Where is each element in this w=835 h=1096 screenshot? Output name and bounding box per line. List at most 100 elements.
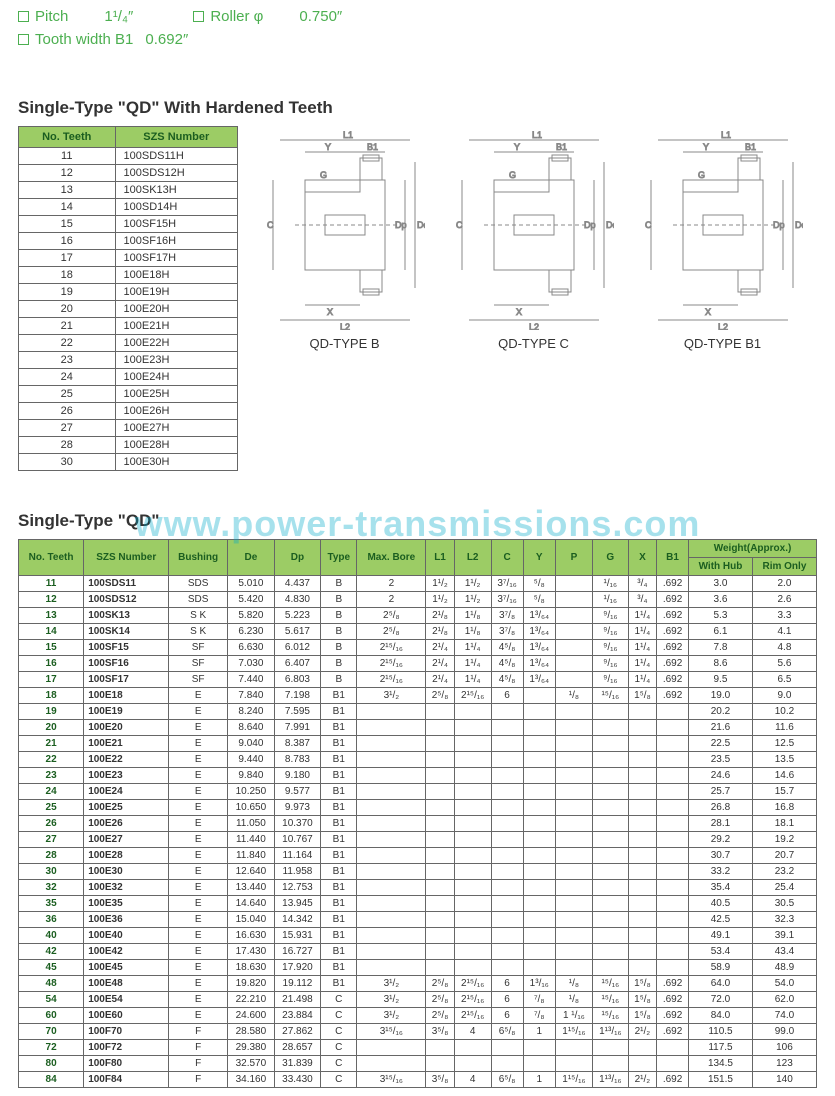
table-header: Weight(Approx.) [689, 540, 817, 558]
table-cell: E [169, 944, 228, 960]
table-cell: 4 [454, 1024, 491, 1040]
table-cell: 100SF15 [84, 640, 169, 656]
table-cell [628, 864, 656, 880]
table-cell [357, 784, 426, 800]
svg-text:Y: Y [703, 142, 709, 152]
table-row: 60100E60E24.60023.884C3¹/₂2⁵/₈2¹⁵/₁₆6⁷/₈… [19, 1008, 817, 1024]
table-row: 16100SF16SF7.0306.407B2¹⁵/₁₆2¹/₄1¹/₄4⁵/₈… [19, 656, 817, 672]
table-cell: 24.6 [689, 768, 753, 784]
table-cell: 6.1 [689, 624, 753, 640]
table-cell: 11 [19, 576, 84, 592]
table-cell: 100E27H [115, 420, 237, 437]
table-cell: 140 [752, 1072, 816, 1088]
table-cell: 100E19 [84, 704, 169, 720]
table-cell [491, 864, 523, 880]
table-cell [555, 592, 592, 608]
table-cell: 11.050 [228, 816, 275, 832]
table-cell: 9.0 [752, 688, 816, 704]
svg-text:C: C [267, 220, 274, 230]
table-cell [657, 848, 689, 864]
table-cell: 12 [19, 165, 116, 182]
table-cell: 16.727 [274, 944, 321, 960]
table-cell [491, 720, 523, 736]
table-cell: E [169, 880, 228, 896]
table-cell: SDS [169, 592, 228, 608]
table-cell [657, 704, 689, 720]
table-cell: 74.0 [752, 1008, 816, 1024]
table-row: 32100E32E13.44012.753B135.425.4 [19, 880, 817, 896]
table-cell [657, 784, 689, 800]
table-cell [592, 704, 628, 720]
table-cell [657, 832, 689, 848]
table-row: 18100E18E7.8407.198B13¹/₂2⁵/₈2¹⁵/₁₆6¹/₈¹… [19, 688, 817, 704]
table-cell [454, 752, 491, 768]
table-cell: E [169, 784, 228, 800]
table-cell: 23.884 [274, 1008, 321, 1024]
table-cell: 12 [19, 592, 84, 608]
table-cell: 2⁵/₈ [426, 1008, 454, 1024]
table-cell: F [169, 1040, 228, 1056]
table-row: 20100E20H [19, 301, 238, 318]
table-cell [523, 848, 555, 864]
table-cell [454, 832, 491, 848]
table-cell [454, 800, 491, 816]
table-row: 20100E20E8.6407.991B121.611.6 [19, 720, 817, 736]
table-cell: 100SK13H [115, 182, 237, 199]
table-cell: 1¹/₄ [454, 672, 491, 688]
table-cell: 4 [454, 1072, 491, 1088]
table-cell: 22 [19, 335, 116, 352]
table-cell [454, 768, 491, 784]
table-cell: 27.862 [274, 1024, 321, 1040]
table-cell [357, 944, 426, 960]
table-header: Bushing [169, 540, 228, 576]
table-cell: 7.991 [274, 720, 321, 736]
table-cell [454, 896, 491, 912]
table-cell: 100E35 [84, 896, 169, 912]
table-cell: 13 [19, 608, 84, 624]
table-cell: E [169, 752, 228, 768]
table-cell [357, 720, 426, 736]
table-row: 11100SDS11SDS5.0104.437B21¹/₂1¹/₂3⁷/₁₆⁵/… [19, 576, 817, 592]
table-cell: 3.6 [689, 592, 753, 608]
table-cell: 100E25 [84, 800, 169, 816]
svg-text:G: G [698, 170, 705, 180]
table-header: C [491, 540, 523, 576]
table-cell: 100SF17H [115, 250, 237, 267]
table-cell [523, 928, 555, 944]
table-cell: 4.437 [274, 576, 321, 592]
table-cell [523, 816, 555, 832]
table-cell [628, 800, 656, 816]
table-cell: 17.430 [228, 944, 275, 960]
table-header: X [628, 540, 656, 576]
table-cell: 12.640 [228, 864, 275, 880]
table-cell: 1 ¹/₁₆ [555, 1008, 592, 1024]
table-row: 18100E18H [19, 267, 238, 284]
table-cell: 19.2 [752, 832, 816, 848]
table-cell [555, 848, 592, 864]
table-cell [592, 832, 628, 848]
table-cell: 1³/₆₄ [523, 672, 555, 688]
svg-text:Dp: Dp [773, 220, 785, 230]
svg-text:X: X [516, 307, 522, 317]
table-header: G [592, 540, 628, 576]
diagram-label: QD-TYPE B [309, 336, 379, 351]
table-cell: 1⁵/₈ [628, 688, 656, 704]
table-cell: C [321, 1056, 357, 1072]
table-cell: 48 [19, 976, 84, 992]
table-cell [357, 880, 426, 896]
diagram: L1 Y B1 G C De Dp X L2 QD-TYPE B1 [643, 130, 803, 351]
table-cell: 12.5 [752, 736, 816, 752]
table-cell: 9.973 [274, 800, 321, 816]
table-cell: ⁹/₁₆ [592, 656, 628, 672]
table-cell: B1 [321, 976, 357, 992]
table-row: 19100E19H [19, 284, 238, 301]
table-cell: 100E21H [115, 318, 237, 335]
svg-text:B1: B1 [367, 142, 378, 152]
table-cell [454, 720, 491, 736]
table-cell: 4.8 [752, 640, 816, 656]
table-cell: E [169, 736, 228, 752]
table-cell: 13.945 [274, 896, 321, 912]
table-cell: 1¹/₄ [628, 640, 656, 656]
table-cell: 15.7 [752, 784, 816, 800]
table-cell [523, 736, 555, 752]
